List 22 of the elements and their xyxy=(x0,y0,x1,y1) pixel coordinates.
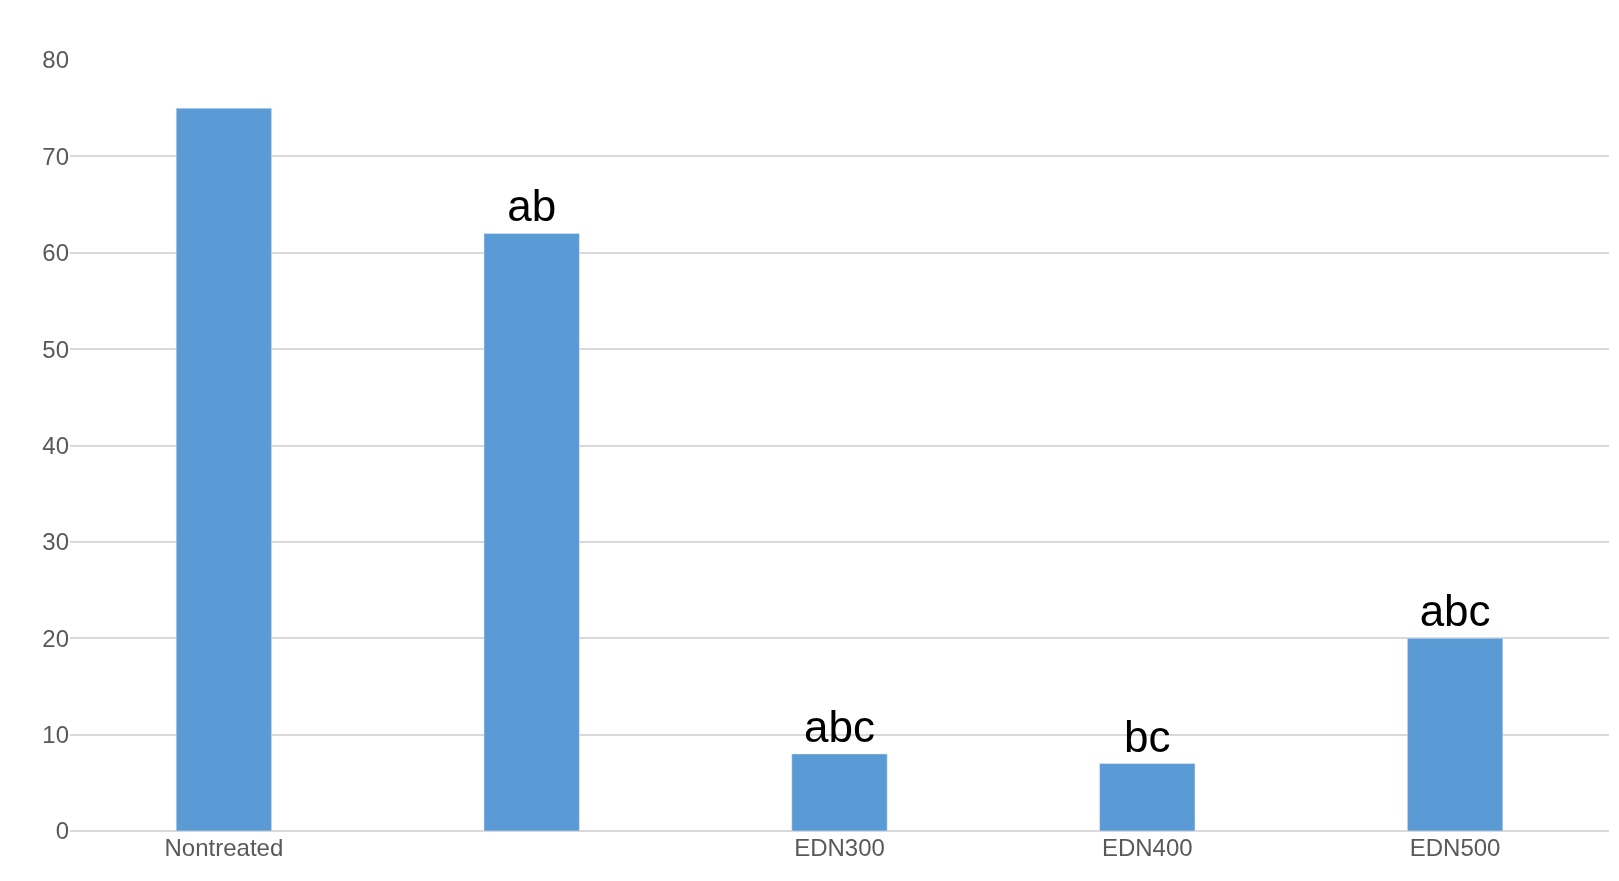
bar xyxy=(1099,763,1196,831)
bar xyxy=(791,753,888,831)
x-tick-label: EDN400 xyxy=(1101,834,1193,861)
bar xyxy=(483,233,580,831)
y-tick-label: 20 xyxy=(42,624,69,652)
bar xyxy=(1407,638,1504,831)
data-label: abc xyxy=(1419,586,1491,636)
y-tick-label: 30 xyxy=(42,528,69,556)
x-tick-label: EDN300 xyxy=(794,834,885,861)
x-tick-label: EDN500 xyxy=(1409,834,1501,861)
y-tick-label: 50 xyxy=(42,335,69,363)
y-tick-label: 80 xyxy=(42,46,69,74)
x-tick-label: Nontreated xyxy=(164,834,284,861)
y-tick-label: 40 xyxy=(42,431,69,459)
data-label: abc xyxy=(804,701,875,751)
data-label: bc xyxy=(1124,711,1171,761)
y-tick-label: 60 xyxy=(42,239,69,267)
y-tick-label: 70 xyxy=(42,142,69,170)
y-tick-label: 10 xyxy=(42,721,69,749)
y-tick-label: 0 xyxy=(55,817,69,845)
data-label: ab xyxy=(507,181,557,231)
bar xyxy=(175,107,272,831)
